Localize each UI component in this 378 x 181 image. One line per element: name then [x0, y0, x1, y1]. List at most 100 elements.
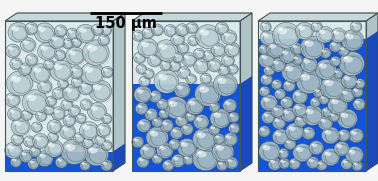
- Ellipse shape: [197, 133, 201, 135]
- Ellipse shape: [350, 21, 362, 32]
- Ellipse shape: [135, 33, 136, 34]
- Ellipse shape: [184, 56, 187, 57]
- Ellipse shape: [215, 22, 228, 35]
- Ellipse shape: [73, 39, 77, 42]
- Ellipse shape: [274, 108, 276, 109]
- Ellipse shape: [72, 68, 77, 72]
- Ellipse shape: [297, 117, 301, 121]
- Ellipse shape: [271, 58, 286, 72]
- Ellipse shape: [80, 161, 90, 171]
- Ellipse shape: [337, 129, 350, 141]
- Ellipse shape: [26, 94, 36, 101]
- Ellipse shape: [136, 54, 138, 56]
- Ellipse shape: [48, 143, 52, 146]
- Ellipse shape: [6, 71, 33, 96]
- Ellipse shape: [280, 151, 282, 152]
- Ellipse shape: [64, 40, 68, 43]
- Ellipse shape: [264, 113, 269, 117]
- Ellipse shape: [200, 87, 204, 90]
- Ellipse shape: [291, 160, 295, 163]
- Ellipse shape: [332, 43, 334, 44]
- Ellipse shape: [58, 159, 60, 160]
- Ellipse shape: [334, 31, 336, 33]
- Ellipse shape: [229, 66, 234, 69]
- Ellipse shape: [342, 91, 345, 93]
- Ellipse shape: [71, 37, 82, 47]
- Ellipse shape: [188, 35, 199, 46]
- Ellipse shape: [8, 107, 22, 121]
- Ellipse shape: [333, 68, 343, 79]
- Ellipse shape: [210, 61, 215, 65]
- Ellipse shape: [354, 163, 358, 165]
- Ellipse shape: [339, 132, 344, 135]
- Ellipse shape: [217, 24, 223, 28]
- Ellipse shape: [94, 85, 98, 88]
- Ellipse shape: [28, 95, 32, 98]
- Ellipse shape: [173, 35, 178, 39]
- Ellipse shape: [338, 45, 350, 56]
- Ellipse shape: [28, 56, 30, 58]
- Ellipse shape: [352, 131, 354, 133]
- Ellipse shape: [319, 162, 320, 164]
- Ellipse shape: [182, 53, 196, 66]
- Ellipse shape: [73, 79, 77, 82]
- Ellipse shape: [189, 101, 196, 105]
- Ellipse shape: [101, 114, 112, 124]
- Ellipse shape: [45, 107, 50, 110]
- Ellipse shape: [178, 117, 180, 119]
- Ellipse shape: [146, 71, 147, 72]
- Ellipse shape: [23, 40, 29, 44]
- Ellipse shape: [174, 157, 179, 160]
- Ellipse shape: [315, 60, 336, 79]
- Ellipse shape: [22, 152, 26, 156]
- Ellipse shape: [263, 76, 265, 77]
- Ellipse shape: [335, 71, 337, 72]
- Ellipse shape: [15, 121, 18, 124]
- Ellipse shape: [263, 33, 269, 37]
- Ellipse shape: [70, 51, 73, 53]
- Ellipse shape: [261, 55, 268, 59]
- Ellipse shape: [275, 132, 282, 136]
- Ellipse shape: [162, 62, 164, 64]
- Ellipse shape: [274, 89, 286, 99]
- Ellipse shape: [96, 123, 111, 137]
- Ellipse shape: [147, 111, 150, 113]
- Ellipse shape: [202, 75, 206, 78]
- Ellipse shape: [82, 162, 86, 165]
- Ellipse shape: [297, 147, 300, 150]
- Ellipse shape: [328, 111, 339, 122]
- Ellipse shape: [331, 99, 339, 104]
- Ellipse shape: [231, 125, 235, 128]
- Ellipse shape: [351, 131, 357, 135]
- Ellipse shape: [145, 71, 149, 73]
- Ellipse shape: [218, 25, 220, 26]
- Ellipse shape: [292, 55, 303, 65]
- Ellipse shape: [199, 86, 209, 93]
- Ellipse shape: [161, 111, 165, 113]
- Ellipse shape: [54, 65, 58, 67]
- Ellipse shape: [262, 89, 263, 90]
- Ellipse shape: [138, 66, 142, 69]
- Ellipse shape: [209, 102, 220, 112]
- Ellipse shape: [282, 62, 303, 82]
- Ellipse shape: [11, 133, 23, 145]
- Ellipse shape: [81, 62, 104, 85]
- Ellipse shape: [287, 141, 288, 142]
- Ellipse shape: [273, 117, 286, 129]
- Ellipse shape: [95, 135, 105, 145]
- Ellipse shape: [330, 113, 335, 116]
- Ellipse shape: [259, 44, 269, 54]
- Ellipse shape: [26, 138, 28, 140]
- Ellipse shape: [78, 115, 79, 117]
- Ellipse shape: [97, 137, 101, 140]
- Ellipse shape: [54, 90, 57, 92]
- Polygon shape: [113, 144, 125, 171]
- Ellipse shape: [226, 102, 228, 103]
- Ellipse shape: [33, 134, 48, 149]
- Ellipse shape: [150, 131, 154, 134]
- Ellipse shape: [159, 44, 167, 50]
- Polygon shape: [258, 39, 366, 171]
- Ellipse shape: [273, 61, 279, 64]
- Ellipse shape: [168, 101, 177, 107]
- Ellipse shape: [141, 42, 149, 47]
